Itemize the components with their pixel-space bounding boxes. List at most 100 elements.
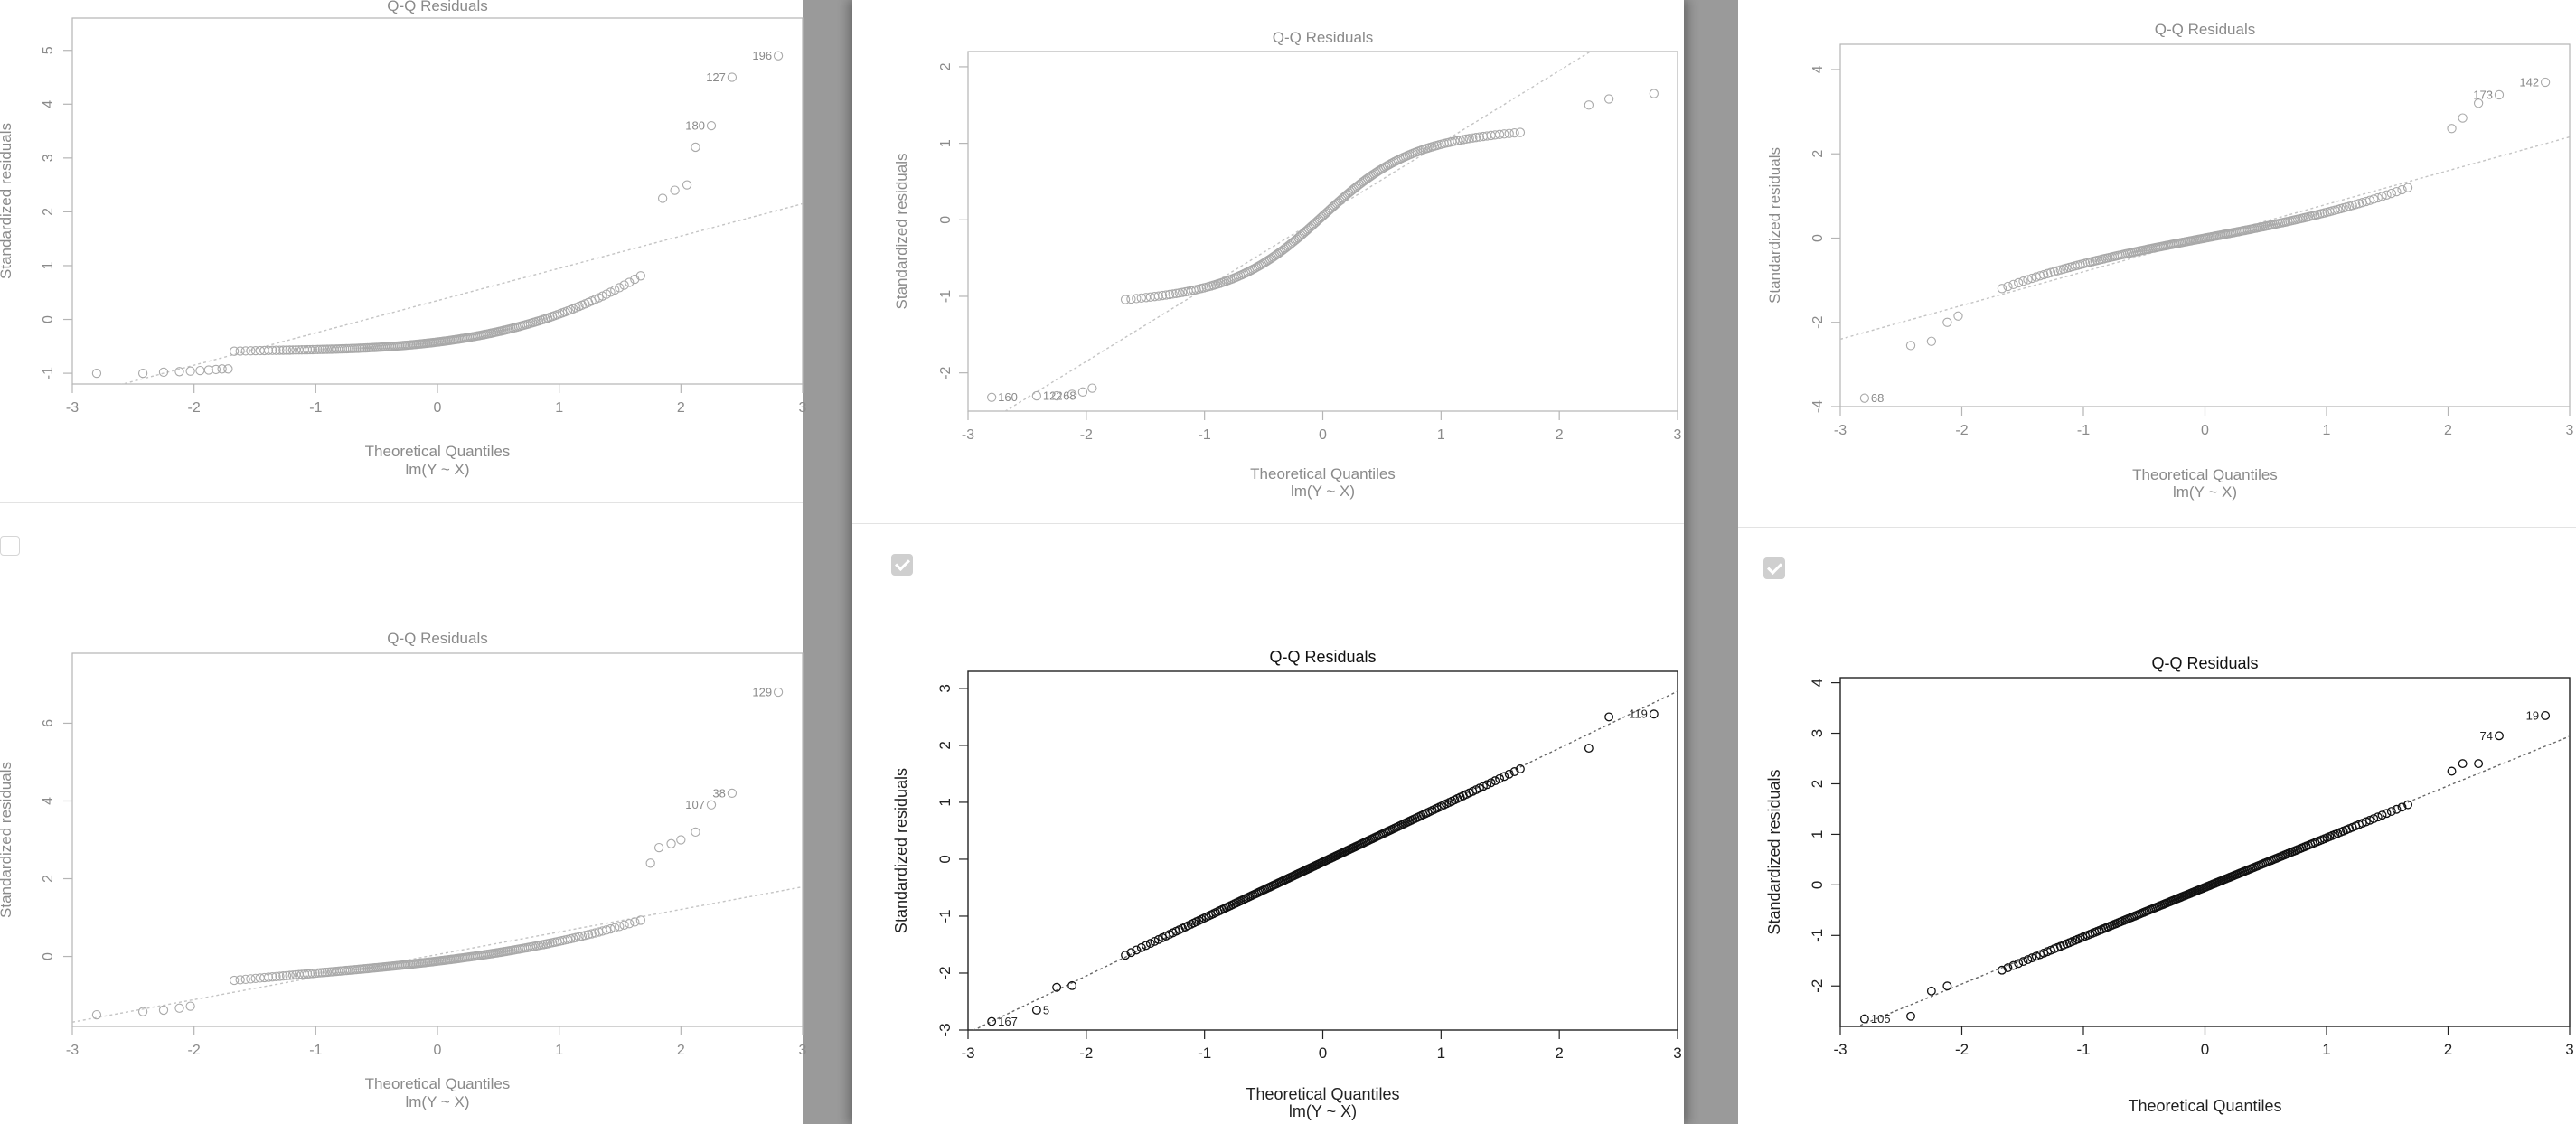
qq-point	[1126, 948, 1136, 958]
y-tick-label: 2	[936, 741, 954, 749]
qq-point	[211, 364, 221, 375]
qq-point	[1368, 170, 1377, 180]
qq-point	[263, 345, 274, 356]
qq-point	[217, 364, 227, 374]
plot-title: Q-Q Residuals	[1273, 29, 1373, 46]
qq-point	[137, 368, 148, 379]
qq-outlier-point	[773, 51, 784, 61]
qq-point	[281, 970, 292, 980]
qq-point	[158, 367, 169, 378]
plot-title: Q-Q Residuals	[387, 630, 487, 647]
y-tick-label: 1	[41, 261, 56, 269]
qq-point	[610, 923, 620, 932]
qq-outlier-point	[727, 788, 738, 799]
model-caption: lm(Y ~ X)	[2173, 483, 2237, 501]
y-axis-label: Standardized residuals	[0, 762, 14, 918]
qq-point	[174, 1003, 184, 1013]
qq-plot-top-right: -3 -2 -1 0 1 2 3 -4 -2 0 2 4 Q-Q Residuals Theoretica…	[1766, 21, 2574, 501]
x-tick-label: -3	[66, 400, 79, 416]
qq-outlier-point	[1031, 390, 1042, 401]
outlier-label: 180	[685, 119, 705, 133]
qq-point	[1997, 965, 2007, 975]
qq-point	[263, 972, 274, 982]
y-tick-label: -1	[1809, 929, 1826, 942]
plot-title: Q-Q Residuals	[2151, 654, 2258, 672]
qq-point	[240, 974, 250, 985]
y-tick-label: 2	[41, 208, 56, 216]
qq-point	[1141, 941, 1151, 951]
outlier-label: 74	[2480, 729, 2493, 743]
qq-point	[1126, 294, 1136, 304]
qq-point	[310, 344, 320, 355]
x-tick-label: 0	[2201, 1041, 2209, 1058]
qq-point	[1157, 290, 1168, 301]
qq-point	[91, 1009, 102, 1020]
qq-point	[1279, 244, 1290, 254]
qq-point	[1366, 171, 1376, 182]
qq-point	[610, 285, 620, 295]
qq-point	[1926, 336, 1937, 346]
qq-point	[1132, 294, 1142, 304]
y-tick-label: 6	[41, 719, 56, 727]
qq-point	[2018, 276, 2028, 286]
qq-outlier-point	[1031, 1005, 1041, 1015]
qq-point	[246, 346, 256, 356]
qq-point	[2373, 192, 2383, 203]
qq-outlier-point	[706, 120, 717, 131]
y-tick-label: 4	[1809, 679, 1826, 687]
qq-point	[240, 346, 250, 356]
qq-point	[1171, 288, 1181, 298]
qq-point	[315, 344, 325, 354]
qq-point	[1468, 133, 1478, 143]
plot-select-checkbox-middle[interactable]	[891, 554, 913, 576]
y-tick-label: 0	[936, 855, 954, 863]
qq-outlier-point	[773, 687, 784, 698]
qq-point	[278, 971, 288, 981]
qq-point	[278, 345, 288, 355]
outlier-label: 5	[1043, 1003, 1049, 1016]
qq-point	[250, 973, 260, 984]
qq-point	[275, 345, 285, 355]
qq-outlier-point	[1859, 393, 1870, 403]
outlier-label: 68	[1063, 389, 1076, 403]
qq-point	[223, 364, 233, 374]
qq-point	[203, 365, 213, 375]
x-tick-label: -1	[309, 1043, 322, 1058]
plot-title: Q-Q Residuals	[387, 0, 487, 14]
x-tick-label: 0	[1319, 427, 1327, 443]
outlier-label: 167	[998, 1015, 1018, 1028]
plot-select-checkbox-right[interactable]	[1763, 557, 1785, 579]
qq-point	[2377, 192, 2387, 201]
plot-select-checkbox-left[interactable]	[0, 536, 20, 556]
plot-frame	[967, 51, 1678, 412]
qq-point	[1136, 293, 1146, 303]
plot-title: Q-Q Residuals	[1269, 648, 1376, 666]
qq-outlier-point	[2540, 77, 2551, 88]
qq-plot-bottom-middle: -3 -2 -1 0 1 2 3 -3 -2 -1 0 1 2 3 Q-Q Residuals Theoret…	[892, 648, 1682, 1120]
right-pane	[1738, 0, 2576, 1124]
outlier-label: 107	[685, 798, 705, 811]
qq-point	[606, 287, 616, 297]
qq-point	[2354, 199, 2364, 209]
y-tick-label: 2	[938, 62, 954, 70]
y-tick-label: -2	[938, 366, 954, 379]
qq-point	[1515, 127, 1526, 137]
qq-point	[1087, 383, 1097, 393]
qq-point	[305, 969, 315, 979]
y-tick-label: 4	[41, 797, 56, 805]
y-tick-label: 0	[41, 315, 56, 323]
qq-point	[1264, 254, 1275, 264]
x-tick-label: 2	[2444, 1041, 2452, 1058]
y-tick-label: -2	[1809, 979, 1826, 993]
qq-point	[281, 345, 292, 355]
x-tick-label: 2	[1555, 1044, 1563, 1062]
qq-point	[1268, 252, 1278, 262]
qq-plot-top-left: -3 -2 -1 0 1 2 3 -1 0 1 2 3 4 5 Q-Q Residuals Theoretic…	[0, 0, 807, 478]
left-divider	[0, 502, 803, 503]
y-tick-label: 0	[41, 952, 56, 960]
qq-point	[682, 180, 692, 190]
plot-frame	[71, 652, 804, 1027]
qq-point	[1356, 178, 1367, 188]
qq-point	[2397, 802, 2407, 812]
x-tick-label: -2	[188, 400, 201, 416]
